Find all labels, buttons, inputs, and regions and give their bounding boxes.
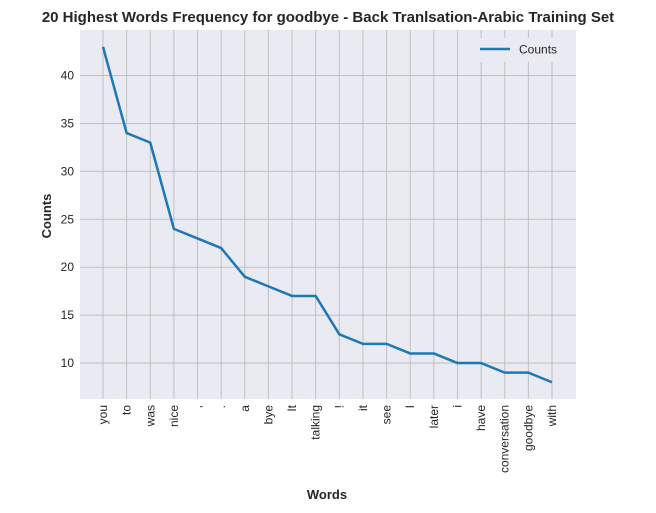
y-tick-labels: 10 15 20 25 30 35 40 <box>61 69 75 371</box>
x-tick-label: have <box>474 405 488 431</box>
x-tick-label: with <box>545 405 559 427</box>
y-axis-label: Counts <box>39 194 54 239</box>
x-gridlines <box>102 30 553 399</box>
y-tick-label: 20 <box>61 260 75 274</box>
plot-area <box>80 30 576 399</box>
x-tick-label: to <box>120 405 134 415</box>
y-tick-label: 35 <box>61 116 75 130</box>
legend: Counts <box>470 38 570 62</box>
x-tick-label: talking <box>309 405 323 440</box>
x-tick-label: , <box>191 405 205 408</box>
x-tick-label: a <box>238 405 252 412</box>
y-tick-label: 10 <box>61 356 75 370</box>
x-tick-label: . <box>214 405 228 408</box>
x-tick-label: It <box>285 404 299 411</box>
x-tick-label: bye <box>261 405 275 425</box>
x-tick-label: was <box>143 405 157 427</box>
x-tick-label: you <box>96 405 110 424</box>
x-tick-label: ! <box>332 405 346 408</box>
x-tick-label: conversation <box>498 405 512 473</box>
x-tick-label: it <box>356 404 370 411</box>
legend-label-counts: Counts <box>519 43 557 57</box>
series-line-counts <box>101 46 553 384</box>
chart-title: 20 Highest Words Frequency for goodbye -… <box>42 9 614 26</box>
y-tick-label: 30 <box>61 164 75 178</box>
y-tick-label: 15 <box>61 308 75 322</box>
y-tick-label: 40 <box>61 69 75 83</box>
x-axis-label: Words <box>307 487 347 502</box>
x-tick-label: goodbye <box>521 405 535 451</box>
x-tick-label: see <box>380 405 394 425</box>
x-tick-label: i <box>450 405 464 408</box>
y-tick-label: 25 <box>61 212 75 226</box>
x-tick-label: I <box>403 405 417 408</box>
x-tick-label: nice <box>167 405 181 427</box>
x-tick-label: later <box>427 405 441 428</box>
y-gridlines <box>80 75 576 364</box>
series-group <box>101 46 553 384</box>
